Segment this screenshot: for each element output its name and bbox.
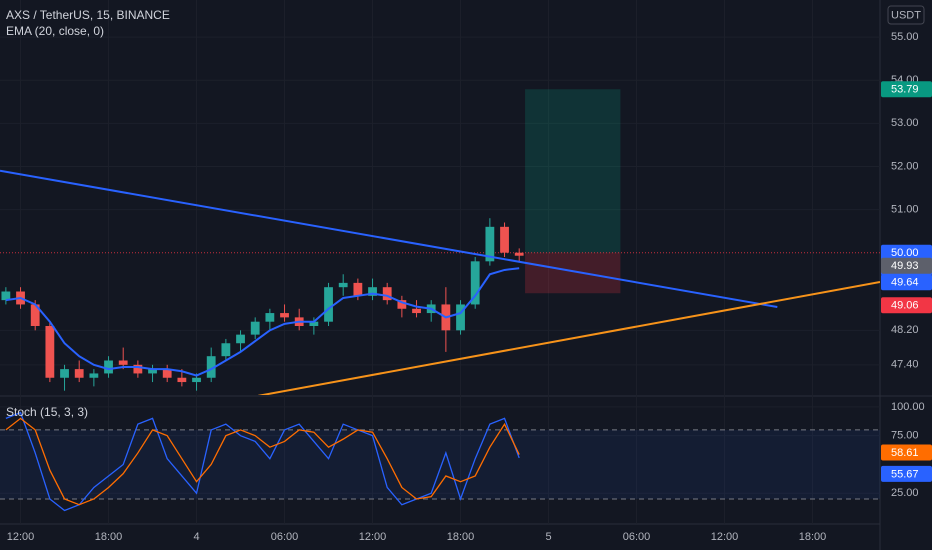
candle-body — [456, 304, 465, 331]
candle-body — [104, 360, 113, 374]
x-tick-label: 12:00 — [711, 531, 739, 543]
y-tick-label: 52.00 — [891, 160, 919, 172]
currency-box[interactable] — [887, 5, 925, 25]
chart-title: AXS / TetherUS, 15, BINANCE — [6, 8, 170, 22]
x-tick-label: 18:00 — [799, 531, 827, 543]
x-tick-label: 12:00 — [359, 531, 387, 543]
candle-body — [514, 252, 524, 256]
candle-body — [221, 343, 231, 357]
ema-label-box — [881, 274, 932, 291]
candle-body — [1, 291, 11, 301]
candle-body — [148, 369, 157, 374]
x-tick-label: 06:00 — [271, 531, 299, 543]
candle-body — [89, 373, 99, 378]
stoch-tick-label: 25.00 — [891, 487, 919, 499]
candle-body — [470, 261, 480, 305]
y-tick-label: 47.40 — [891, 359, 919, 371]
candle-body — [177, 377, 187, 383]
y-tick-label: 48.20 — [891, 324, 919, 336]
candle-body — [500, 226, 509, 253]
candle-body — [382, 287, 392, 301]
candle-body — [412, 308, 421, 314]
grid: 12:00 18:00 4 06:00 12:00 18:00 5 06:00 12:00 18:… — [6, 30, 925, 543]
candle-body — [280, 313, 289, 318]
candle-body — [74, 369, 84, 378]
stoch-d-label: 58.61 — [891, 447, 919, 459]
candle-body — [368, 287, 377, 296]
x-tick-label: 18:00 — [95, 531, 123, 543]
last-price-label: 49.93 — [891, 260, 919, 272]
x-tick-label: 18:00 — [447, 531, 475, 543]
candle-body — [265, 313, 275, 322]
stoch-d-label-box — [881, 444, 932, 461]
ema-legend: EMA (20, close, 0) — [6, 24, 104, 38]
trendline — [0, 169, 778, 309]
x-tick-label: 4 — [193, 531, 199, 543]
target-label-box — [881, 81, 932, 98]
stop-zone — [525, 252, 621, 294]
y-tick-label: 51.00 — [891, 203, 919, 215]
candle-body — [324, 287, 333, 322]
candle-body — [30, 304, 40, 327]
entry-label: 50.00 — [891, 247, 919, 259]
candle-body — [206, 356, 216, 378]
ema-line — [5, 267, 520, 377]
stoch-title: Stoch (15, 3, 3) — [6, 405, 88, 419]
candle-body — [162, 369, 172, 378]
x-tick-label: 06:00 — [623, 531, 651, 543]
last-price-label-box — [881, 257, 932, 274]
y-tick-label: 55.00 — [891, 31, 919, 43]
candle-body — [353, 282, 363, 296]
stop-label: 49.06 — [891, 300, 919, 312]
candle-body — [397, 300, 407, 309]
y-tick-label: 53.00 — [891, 117, 919, 129]
stoch-k-label: 55.67 — [891, 468, 919, 480]
candle-body — [45, 326, 55, 378]
candle-body — [485, 226, 495, 262]
candle-body — [118, 360, 128, 365]
stoch-band-fill — [0, 429, 880, 499]
entry-label-box — [881, 244, 932, 261]
candle-body — [133, 364, 143, 374]
trendline — [257, 281, 880, 395]
stoch-line — [5, 411, 520, 512]
candle-body — [192, 377, 201, 383]
x-tick-label: 12:00 — [7, 531, 35, 543]
target-label: 53.79 — [891, 84, 919, 96]
stop-label-box — [881, 297, 932, 314]
stoch-k-label-box — [881, 465, 932, 482]
candle-body — [236, 334, 245, 344]
plot — [0, 89, 880, 512]
target-zone — [525, 89, 621, 253]
x-tick-label: 5 — [545, 531, 551, 543]
ema-label: 49.64 — [891, 277, 919, 289]
currency[interactable]: USDT — [891, 9, 921, 21]
stoch-tick-label: 75.00 — [891, 430, 919, 442]
candle-body — [338, 282, 348, 288]
candle-body — [60, 369, 69, 378]
candle-body — [309, 321, 319, 327]
candle-body — [250, 321, 260, 335]
stoch-tick-label: 100.00 — [891, 401, 925, 413]
stoch-line — [5, 417, 520, 506]
